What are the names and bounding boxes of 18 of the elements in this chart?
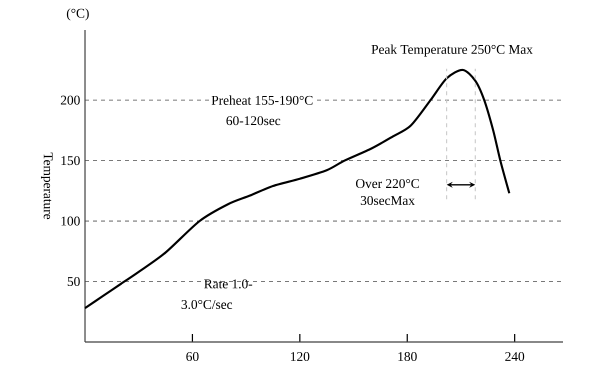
y-tick-label: 100 bbox=[61, 216, 80, 226]
annotation: 60-120sec bbox=[226, 116, 280, 126]
y-tick-label: 50 bbox=[68, 277, 80, 286]
y-tick-label: 150 bbox=[61, 156, 80, 166]
annotation: 30secMax bbox=[360, 196, 415, 205]
annotation: 3.0°C/sec bbox=[182, 300, 232, 310]
annotation: Preheat 155-190°C bbox=[212, 95, 312, 105]
annotation: Rate 1.0- bbox=[204, 279, 252, 288]
text: (°C) bbox=[66, 8, 89, 20]
annotation: Peak Temperature 250°C Max bbox=[372, 44, 533, 57]
x-tick-label: 240 bbox=[505, 352, 524, 362]
x-tick-label: 120 bbox=[291, 352, 310, 362]
x-tick-label: 180 bbox=[398, 352, 417, 362]
y-axis-title: Temperature bbox=[40, 152, 53, 220]
line-series bbox=[84, 68, 510, 310]
y-tick-label: 200 bbox=[60, 96, 80, 105]
annotation: Over 220°C bbox=[356, 179, 419, 188]
x-tick-label: 60 bbox=[186, 352, 199, 362]
